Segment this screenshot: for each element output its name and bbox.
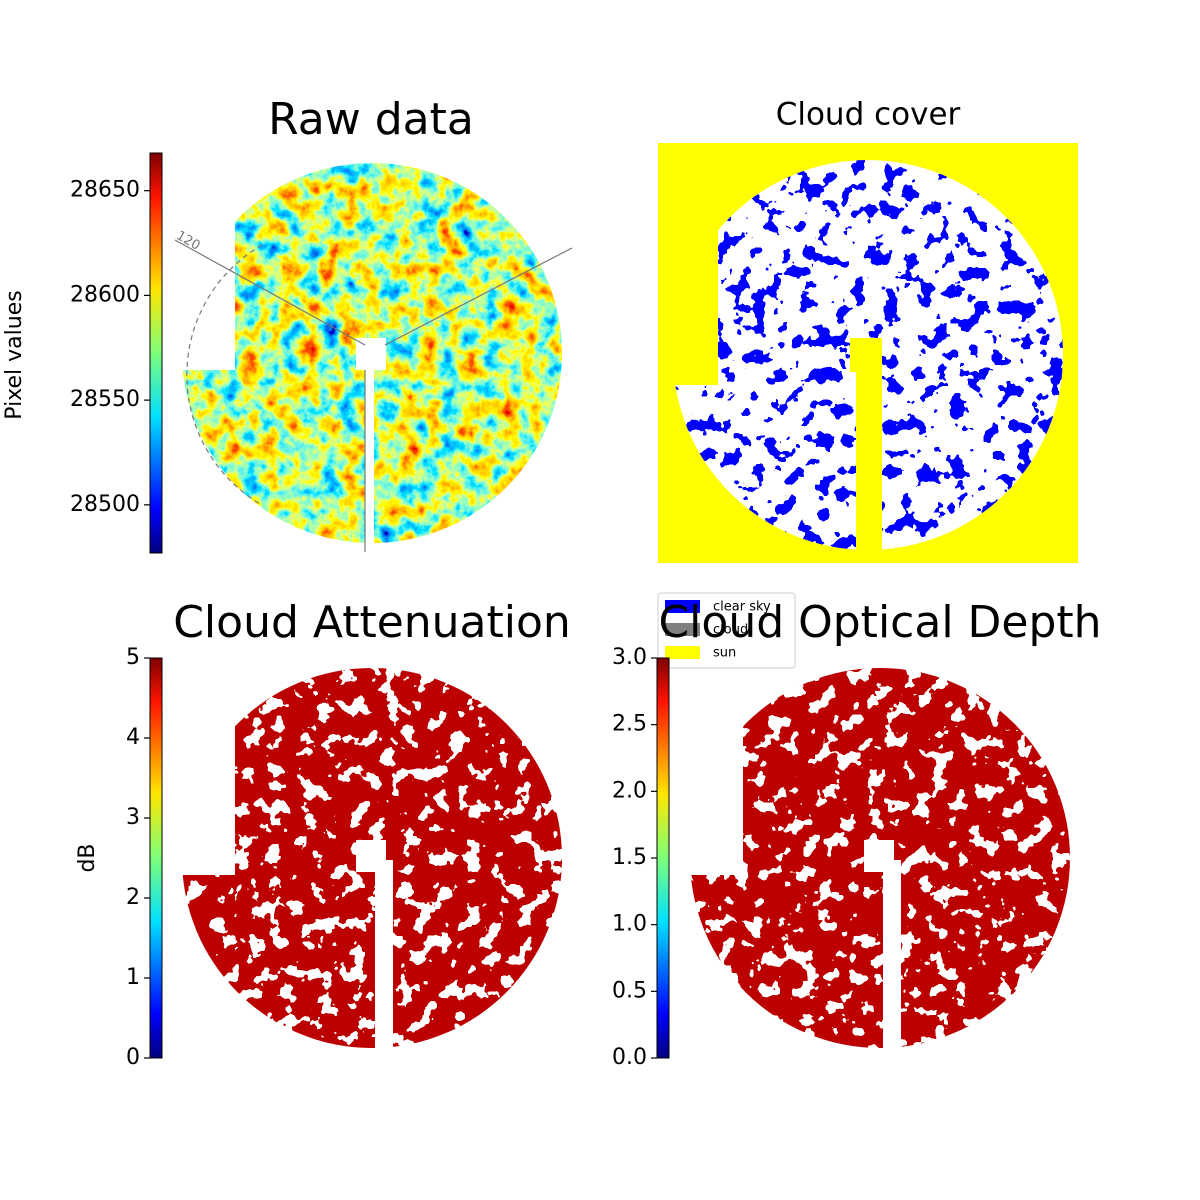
colorbar-label: Pixel values xyxy=(2,290,27,419)
colorbar-label: dB xyxy=(75,843,100,872)
colorbar-tick-label: 3.0 xyxy=(612,645,647,670)
colorbar-tick-label: 28550 xyxy=(70,387,140,412)
legend-label: cloud xyxy=(713,623,748,638)
colorbar-tick-label: 2 xyxy=(126,885,140,910)
colorbar-tick-label: 4 xyxy=(126,725,140,750)
colorbar-tick-label: 0 xyxy=(126,1045,140,1070)
colorbar-tick-label: 0.5 xyxy=(612,978,647,1003)
colorbar-tick-label: 5 xyxy=(126,645,140,670)
panel-title: Raw data xyxy=(268,94,474,145)
colorbar-tick-label: 1 xyxy=(126,965,140,990)
colorbar-tick-label: 2.0 xyxy=(612,778,647,803)
optical-depth-image xyxy=(688,665,1073,1050)
panel-title: Cloud Attenuation xyxy=(173,597,571,648)
raw-image xyxy=(180,160,565,550)
panel-title: Cloud Optical Depth xyxy=(658,597,1101,648)
colorbar-tick-label: 3 xyxy=(126,805,140,830)
colorbar xyxy=(149,657,163,1059)
colorbar-tick-label: 0.0 xyxy=(612,1045,647,1070)
colorbar xyxy=(656,657,670,1059)
panel-title: Cloud cover xyxy=(776,97,961,133)
colorbar xyxy=(149,152,163,554)
legend-swatch xyxy=(665,600,700,613)
colorbar-tick-label: 2.5 xyxy=(612,712,647,737)
attenuation-image xyxy=(180,665,565,1050)
colorbar-tick-label: 1.5 xyxy=(612,845,647,870)
raw-overlay xyxy=(174,239,573,552)
colorbar-tick-label: 28650 xyxy=(70,178,140,203)
colorbar-tick-label: 28500 xyxy=(70,492,140,517)
cloud-cover-image xyxy=(665,155,1075,560)
legend-label: clear sky xyxy=(713,600,771,615)
colorbar-tick-label: 28600 xyxy=(70,282,140,307)
legend-swatch xyxy=(665,623,700,636)
legend-label: sun xyxy=(713,646,736,661)
colorbar-tick-label: 1.0 xyxy=(612,912,647,937)
legend-swatch xyxy=(665,646,700,659)
